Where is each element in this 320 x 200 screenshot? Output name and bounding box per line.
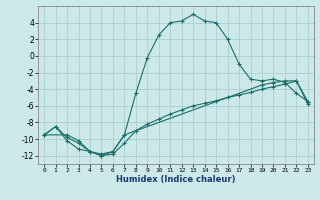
X-axis label: Humidex (Indice chaleur): Humidex (Indice chaleur) <box>116 175 236 184</box>
